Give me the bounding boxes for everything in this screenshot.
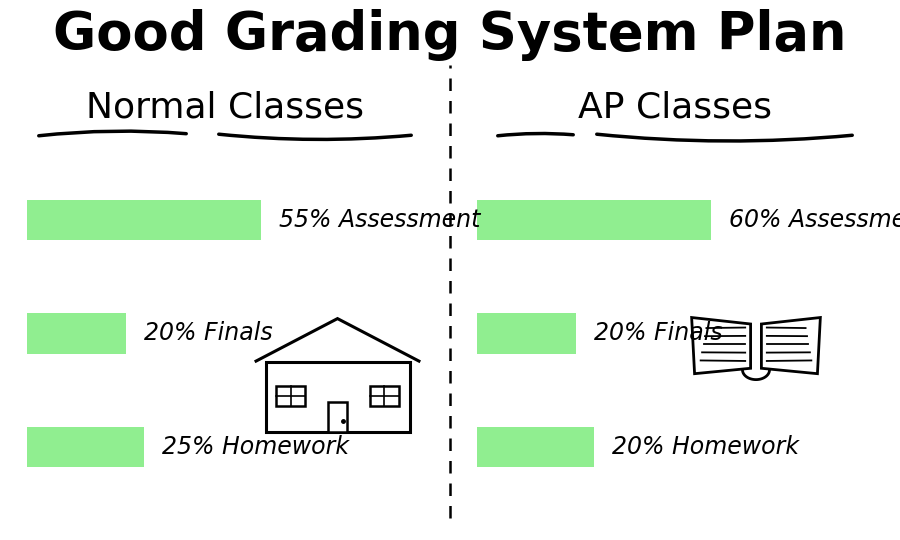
Text: AP Classes: AP Classes [578, 91, 772, 125]
Text: 20% Finals: 20% Finals [144, 321, 273, 346]
FancyBboxPatch shape [477, 313, 576, 354]
FancyBboxPatch shape [477, 427, 594, 467]
FancyBboxPatch shape [370, 386, 399, 406]
Text: 20% Homework: 20% Homework [612, 435, 799, 459]
Text: Good Grading System Plan: Good Grading System Plan [53, 9, 847, 61]
FancyBboxPatch shape [328, 402, 347, 432]
FancyBboxPatch shape [27, 200, 261, 240]
Text: Normal Classes: Normal Classes [86, 91, 364, 125]
FancyBboxPatch shape [27, 313, 126, 354]
Text: 55% Assessment: 55% Assessment [279, 208, 481, 232]
FancyBboxPatch shape [276, 386, 305, 406]
Text: 25% Homework: 25% Homework [162, 435, 349, 459]
Text: 60% Assessment: 60% Assessment [729, 208, 900, 232]
FancyBboxPatch shape [27, 427, 144, 467]
Text: 20% Finals: 20% Finals [594, 321, 723, 346]
FancyBboxPatch shape [477, 200, 711, 240]
